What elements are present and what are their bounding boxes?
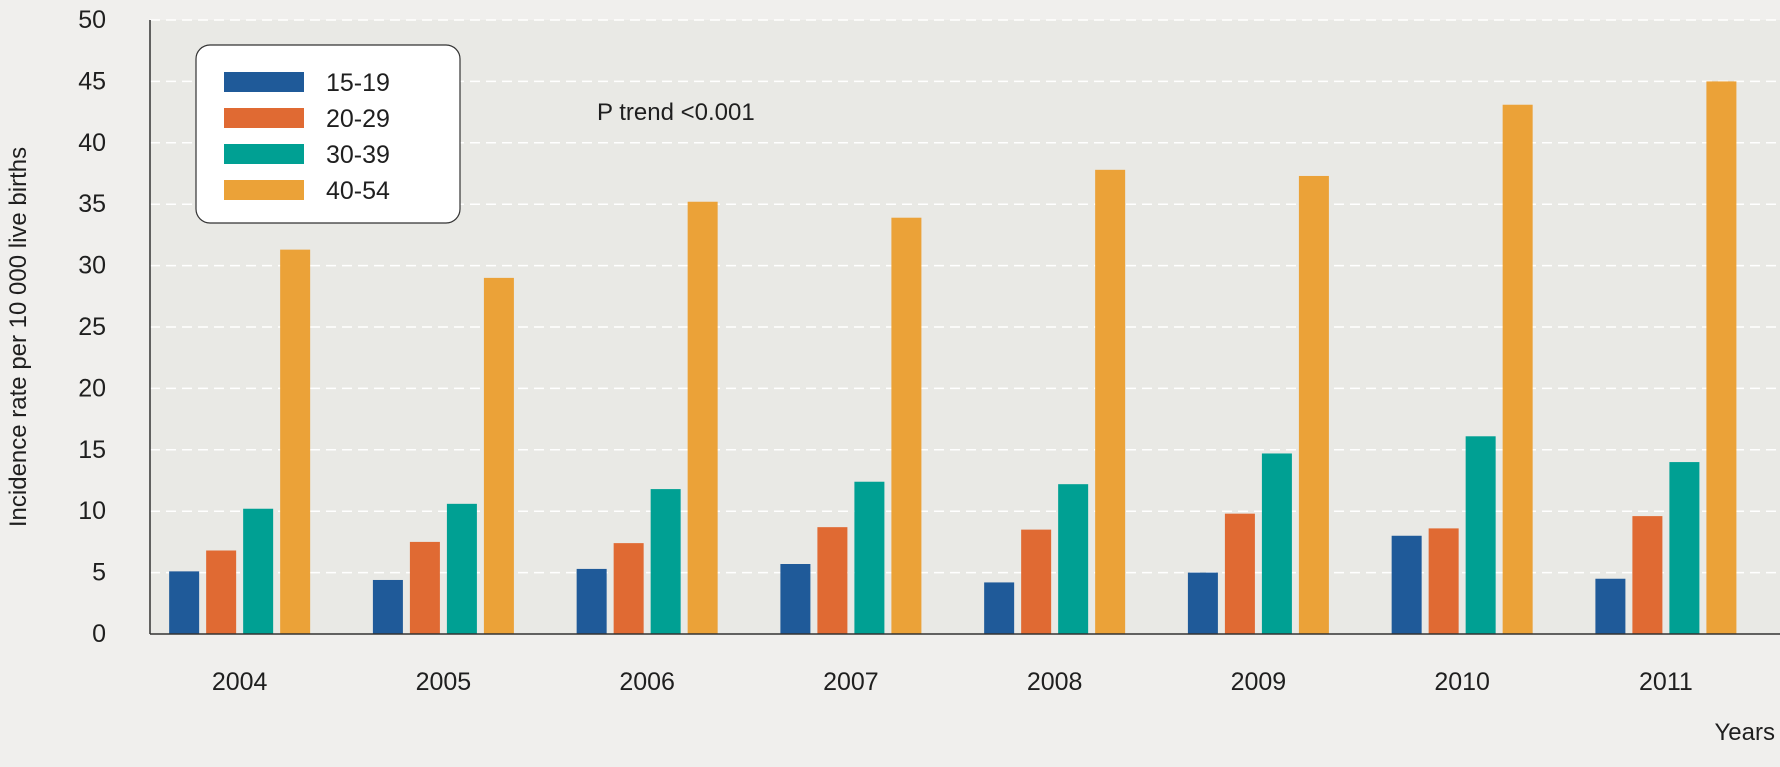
- bar-30-39-2010: [1465, 436, 1496, 634]
- legend-swatch-40-54: [224, 180, 304, 200]
- bar-30-39-2007: [854, 481, 885, 634]
- y-tick-label: 35: [78, 190, 106, 218]
- bar-20-29-2004: [206, 550, 237, 634]
- legend-items: 15-19 20-29 30-39 40-54: [224, 69, 390, 205]
- bar-15-19-2007: [780, 564, 811, 634]
- legend-label-20-29: 20-29: [326, 105, 390, 133]
- bar-30-39-2006: [650, 489, 681, 634]
- bar-20-29-2006: [613, 543, 644, 634]
- bar-15-19-2004: [169, 571, 200, 634]
- bar-40-54-2006: [687, 201, 718, 634]
- bar-20-29-2010: [1428, 528, 1459, 634]
- bar-15-19-2010: [1391, 535, 1422, 634]
- bar-30-39-2005: [446, 503, 477, 634]
- y-axis-ticks: 0 5 10 15 20 25 30 35 40 45 50: [78, 6, 106, 648]
- legend: 15-19 20-29 30-39 40-54: [195, 44, 461, 224]
- y-tick-label: 20: [78, 374, 106, 402]
- p-trend-annotation: P trend <0.001: [597, 99, 755, 126]
- bar-40-54-2007: [891, 217, 922, 634]
- bar-20-29-2008: [1021, 529, 1052, 634]
- x-axis-ticks: 2004 2005 2006 2007 2008 2009 2010 2011: [212, 668, 1693, 696]
- y-tick-label: 5: [92, 559, 106, 587]
- bar-20-29-2011: [1632, 516, 1663, 634]
- bar-15-19-2009: [1187, 572, 1218, 634]
- x-axis-label: Years: [1715, 719, 1776, 746]
- bar-30-39-2004: [243, 508, 274, 634]
- legend-swatch-15-19: [224, 72, 304, 92]
- bars: [169, 81, 1737, 635]
- bar-40-54-2010: [1502, 104, 1533, 635]
- legend-label-40-54: 40-54: [326, 177, 390, 205]
- x-tick-label: 2007: [823, 668, 879, 696]
- y-axis-label: Incidence rate per 10 000 live births: [5, 147, 32, 527]
- x-tick-label: 2005: [416, 668, 472, 696]
- x-tick-label: 2011: [1639, 668, 1693, 696]
- bar-30-39-2008: [1058, 484, 1089, 634]
- legend-swatch-30-39: [224, 144, 304, 164]
- x-tick-label: 2010: [1434, 668, 1490, 696]
- y-tick-label: 30: [78, 252, 106, 280]
- bar-15-19-2011: [1595, 578, 1626, 634]
- bar-40-54-2004: [280, 249, 311, 635]
- bar-20-29-2005: [409, 541, 440, 634]
- x-tick-label: 2008: [1027, 668, 1083, 696]
- y-tick-label: 0: [92, 620, 106, 648]
- y-tick-label: 50: [78, 6, 106, 34]
- bar-40-54-2005: [483, 277, 514, 634]
- bar-40-54-2009: [1298, 175, 1329, 634]
- y-tick-label: 25: [78, 313, 106, 341]
- bar-15-19-2005: [372, 579, 403, 634]
- bar-30-39-2009: [1261, 453, 1292, 634]
- y-tick-label: 40: [78, 129, 106, 157]
- bar-20-29-2009: [1224, 513, 1255, 634]
- x-tick-label: 2006: [619, 668, 675, 696]
- y-tick-label: 45: [78, 67, 106, 95]
- bar-30-39-2011: [1669, 462, 1700, 634]
- legend-swatch-20-29: [224, 108, 304, 128]
- y-tick-label: 10: [78, 497, 106, 525]
- x-tick-label: 2009: [1231, 668, 1287, 696]
- legend-label-15-19: 15-19: [326, 69, 390, 97]
- x-tick-label: 2004: [212, 668, 268, 696]
- bar-15-19-2008: [984, 582, 1015, 634]
- bar-40-54-2011: [1706, 81, 1737, 634]
- legend-label-30-39: 30-39: [326, 141, 390, 169]
- bar-15-19-2006: [576, 568, 607, 634]
- bar-20-29-2007: [817, 527, 848, 634]
- bar-40-54-2008: [1095, 169, 1126, 635]
- y-tick-label: 15: [78, 436, 106, 464]
